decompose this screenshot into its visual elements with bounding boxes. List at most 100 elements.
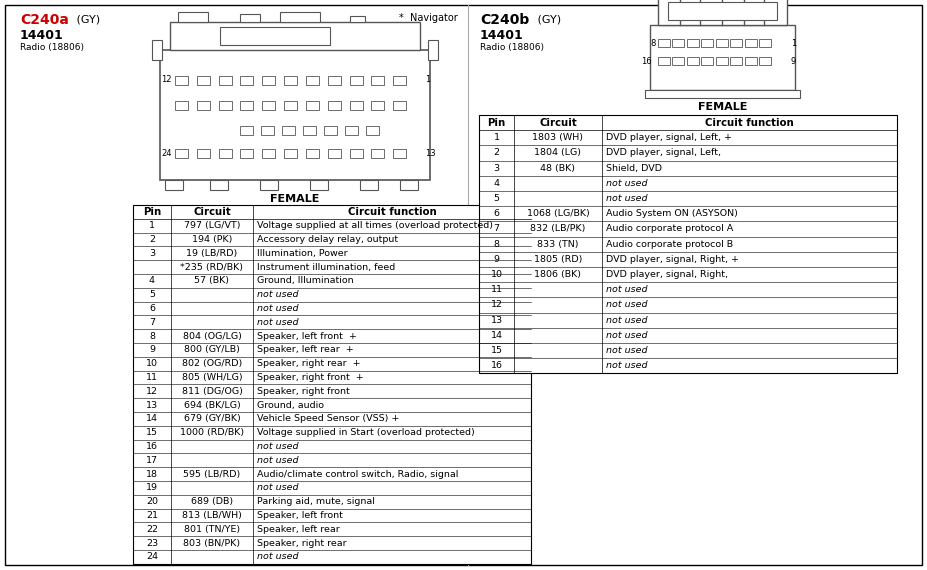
Text: not used: not used — [257, 456, 298, 465]
Text: 5: 5 — [149, 290, 155, 299]
Bar — [365, 126, 378, 135]
Bar — [658, 39, 670, 47]
Bar — [328, 101, 341, 110]
Text: Accessory delay relay, output: Accessory delay relay, output — [257, 235, 398, 244]
Text: 5: 5 — [493, 194, 500, 203]
Text: Ground, audio: Ground, audio — [257, 401, 324, 410]
Bar — [759, 39, 771, 47]
Text: 1: 1 — [791, 39, 796, 47]
Text: 194 (PK): 194 (PK) — [192, 235, 232, 244]
Text: 11: 11 — [490, 286, 502, 294]
Bar — [672, 39, 684, 47]
Text: 13: 13 — [490, 316, 502, 325]
Bar — [672, 57, 684, 65]
Text: 10: 10 — [146, 359, 158, 368]
Text: 14401: 14401 — [20, 29, 64, 42]
Text: Radio (18806): Radio (18806) — [20, 43, 84, 52]
Text: Audio/climate control switch, Radio, signal: Audio/climate control switch, Radio, sig… — [257, 470, 458, 479]
Text: Audio corporate protocol B: Audio corporate protocol B — [606, 240, 733, 249]
Bar — [310, 180, 328, 190]
Text: 1805 (RD): 1805 (RD) — [534, 255, 582, 264]
Bar — [393, 76, 406, 85]
Bar — [262, 101, 275, 110]
Text: 23: 23 — [146, 539, 159, 548]
Bar — [372, 149, 385, 158]
Bar — [716, 57, 728, 65]
Bar — [240, 149, 253, 158]
Text: not used: not used — [606, 194, 647, 203]
Text: 19 (LB/RD): 19 (LB/RD) — [186, 249, 237, 258]
Bar — [175, 149, 188, 158]
Bar — [393, 101, 406, 110]
Text: Circuit function: Circuit function — [705, 117, 794, 128]
Bar — [372, 101, 385, 110]
Text: 22: 22 — [146, 525, 158, 534]
Bar — [645, 90, 800, 98]
Text: Shield, DVD: Shield, DVD — [606, 164, 662, 173]
Text: Circuit: Circuit — [540, 117, 577, 128]
Bar — [165, 180, 183, 190]
Text: 12: 12 — [490, 300, 502, 310]
Text: 2: 2 — [149, 235, 155, 244]
Text: Illumination, Power: Illumination, Power — [257, 249, 348, 258]
Bar — [306, 149, 319, 158]
Text: DVD player, signal, Right, +: DVD player, signal, Right, + — [606, 255, 739, 264]
Text: 694 (BK/LG): 694 (BK/LG) — [184, 401, 240, 410]
Bar — [650, 25, 795, 90]
Text: 801 (TN/YE): 801 (TN/YE) — [184, 525, 240, 534]
Text: not used: not used — [606, 179, 647, 188]
Text: 12: 12 — [161, 75, 172, 84]
Text: Parking aid, mute, signal: Parking aid, mute, signal — [257, 497, 375, 506]
Text: 15: 15 — [490, 346, 502, 355]
Text: 14: 14 — [490, 331, 502, 340]
Text: (GY): (GY) — [534, 14, 561, 24]
Text: not used: not used — [606, 300, 647, 310]
Text: 1068 (LG/BK): 1068 (LG/BK) — [527, 209, 590, 218]
Text: 802 (OG/RD): 802 (OG/RD) — [182, 359, 242, 368]
Text: 1: 1 — [425, 75, 430, 84]
Bar — [687, 39, 699, 47]
Bar — [219, 76, 232, 85]
Text: DVD player, signal, Right,: DVD player, signal, Right, — [606, 270, 728, 279]
Text: not used: not used — [257, 442, 298, 451]
Text: 1: 1 — [149, 221, 155, 230]
Bar — [280, 12, 320, 22]
Text: 800 (GY/LB): 800 (GY/LB) — [184, 345, 240, 355]
Bar — [178, 12, 208, 22]
Bar — [303, 126, 316, 135]
Bar — [759, 57, 771, 65]
Text: 11: 11 — [146, 373, 158, 382]
Bar — [428, 40, 438, 60]
Bar — [306, 101, 319, 110]
Text: 7: 7 — [149, 318, 155, 327]
Bar — [349, 149, 362, 158]
Text: 3: 3 — [493, 164, 500, 173]
Bar — [170, 22, 420, 50]
Text: 9: 9 — [149, 345, 155, 355]
Text: 7: 7 — [493, 225, 500, 234]
Bar — [479, 115, 897, 373]
Text: Audio System ON (ASYSON): Audio System ON (ASYSON) — [606, 209, 738, 218]
Text: Radio (18806): Radio (18806) — [480, 43, 544, 52]
Text: 16: 16 — [641, 56, 652, 66]
Text: 21: 21 — [146, 511, 158, 520]
Bar — [219, 149, 232, 158]
Text: not used: not used — [257, 304, 298, 313]
Text: not used: not used — [257, 483, 298, 492]
Text: Speaker, left rear: Speaker, left rear — [257, 525, 340, 534]
Text: 10: 10 — [490, 270, 502, 279]
Text: 14401: 14401 — [480, 29, 524, 42]
Text: 9: 9 — [493, 255, 500, 264]
Text: not used: not used — [257, 290, 298, 299]
Text: not used: not used — [257, 318, 298, 327]
Bar — [668, 2, 777, 20]
Text: 813 (LB/WH): 813 (LB/WH) — [182, 511, 242, 520]
Text: 1000 (RD/BK): 1000 (RD/BK) — [180, 428, 244, 437]
Text: C240a: C240a — [20, 13, 69, 27]
Text: Speaker, right front: Speaker, right front — [257, 387, 349, 396]
Text: Speaker, left front: Speaker, left front — [257, 511, 343, 520]
Text: 1806 (BK): 1806 (BK) — [535, 270, 581, 279]
Text: not used: not used — [606, 346, 647, 355]
Text: 8: 8 — [651, 39, 656, 47]
Bar — [702, 39, 714, 47]
